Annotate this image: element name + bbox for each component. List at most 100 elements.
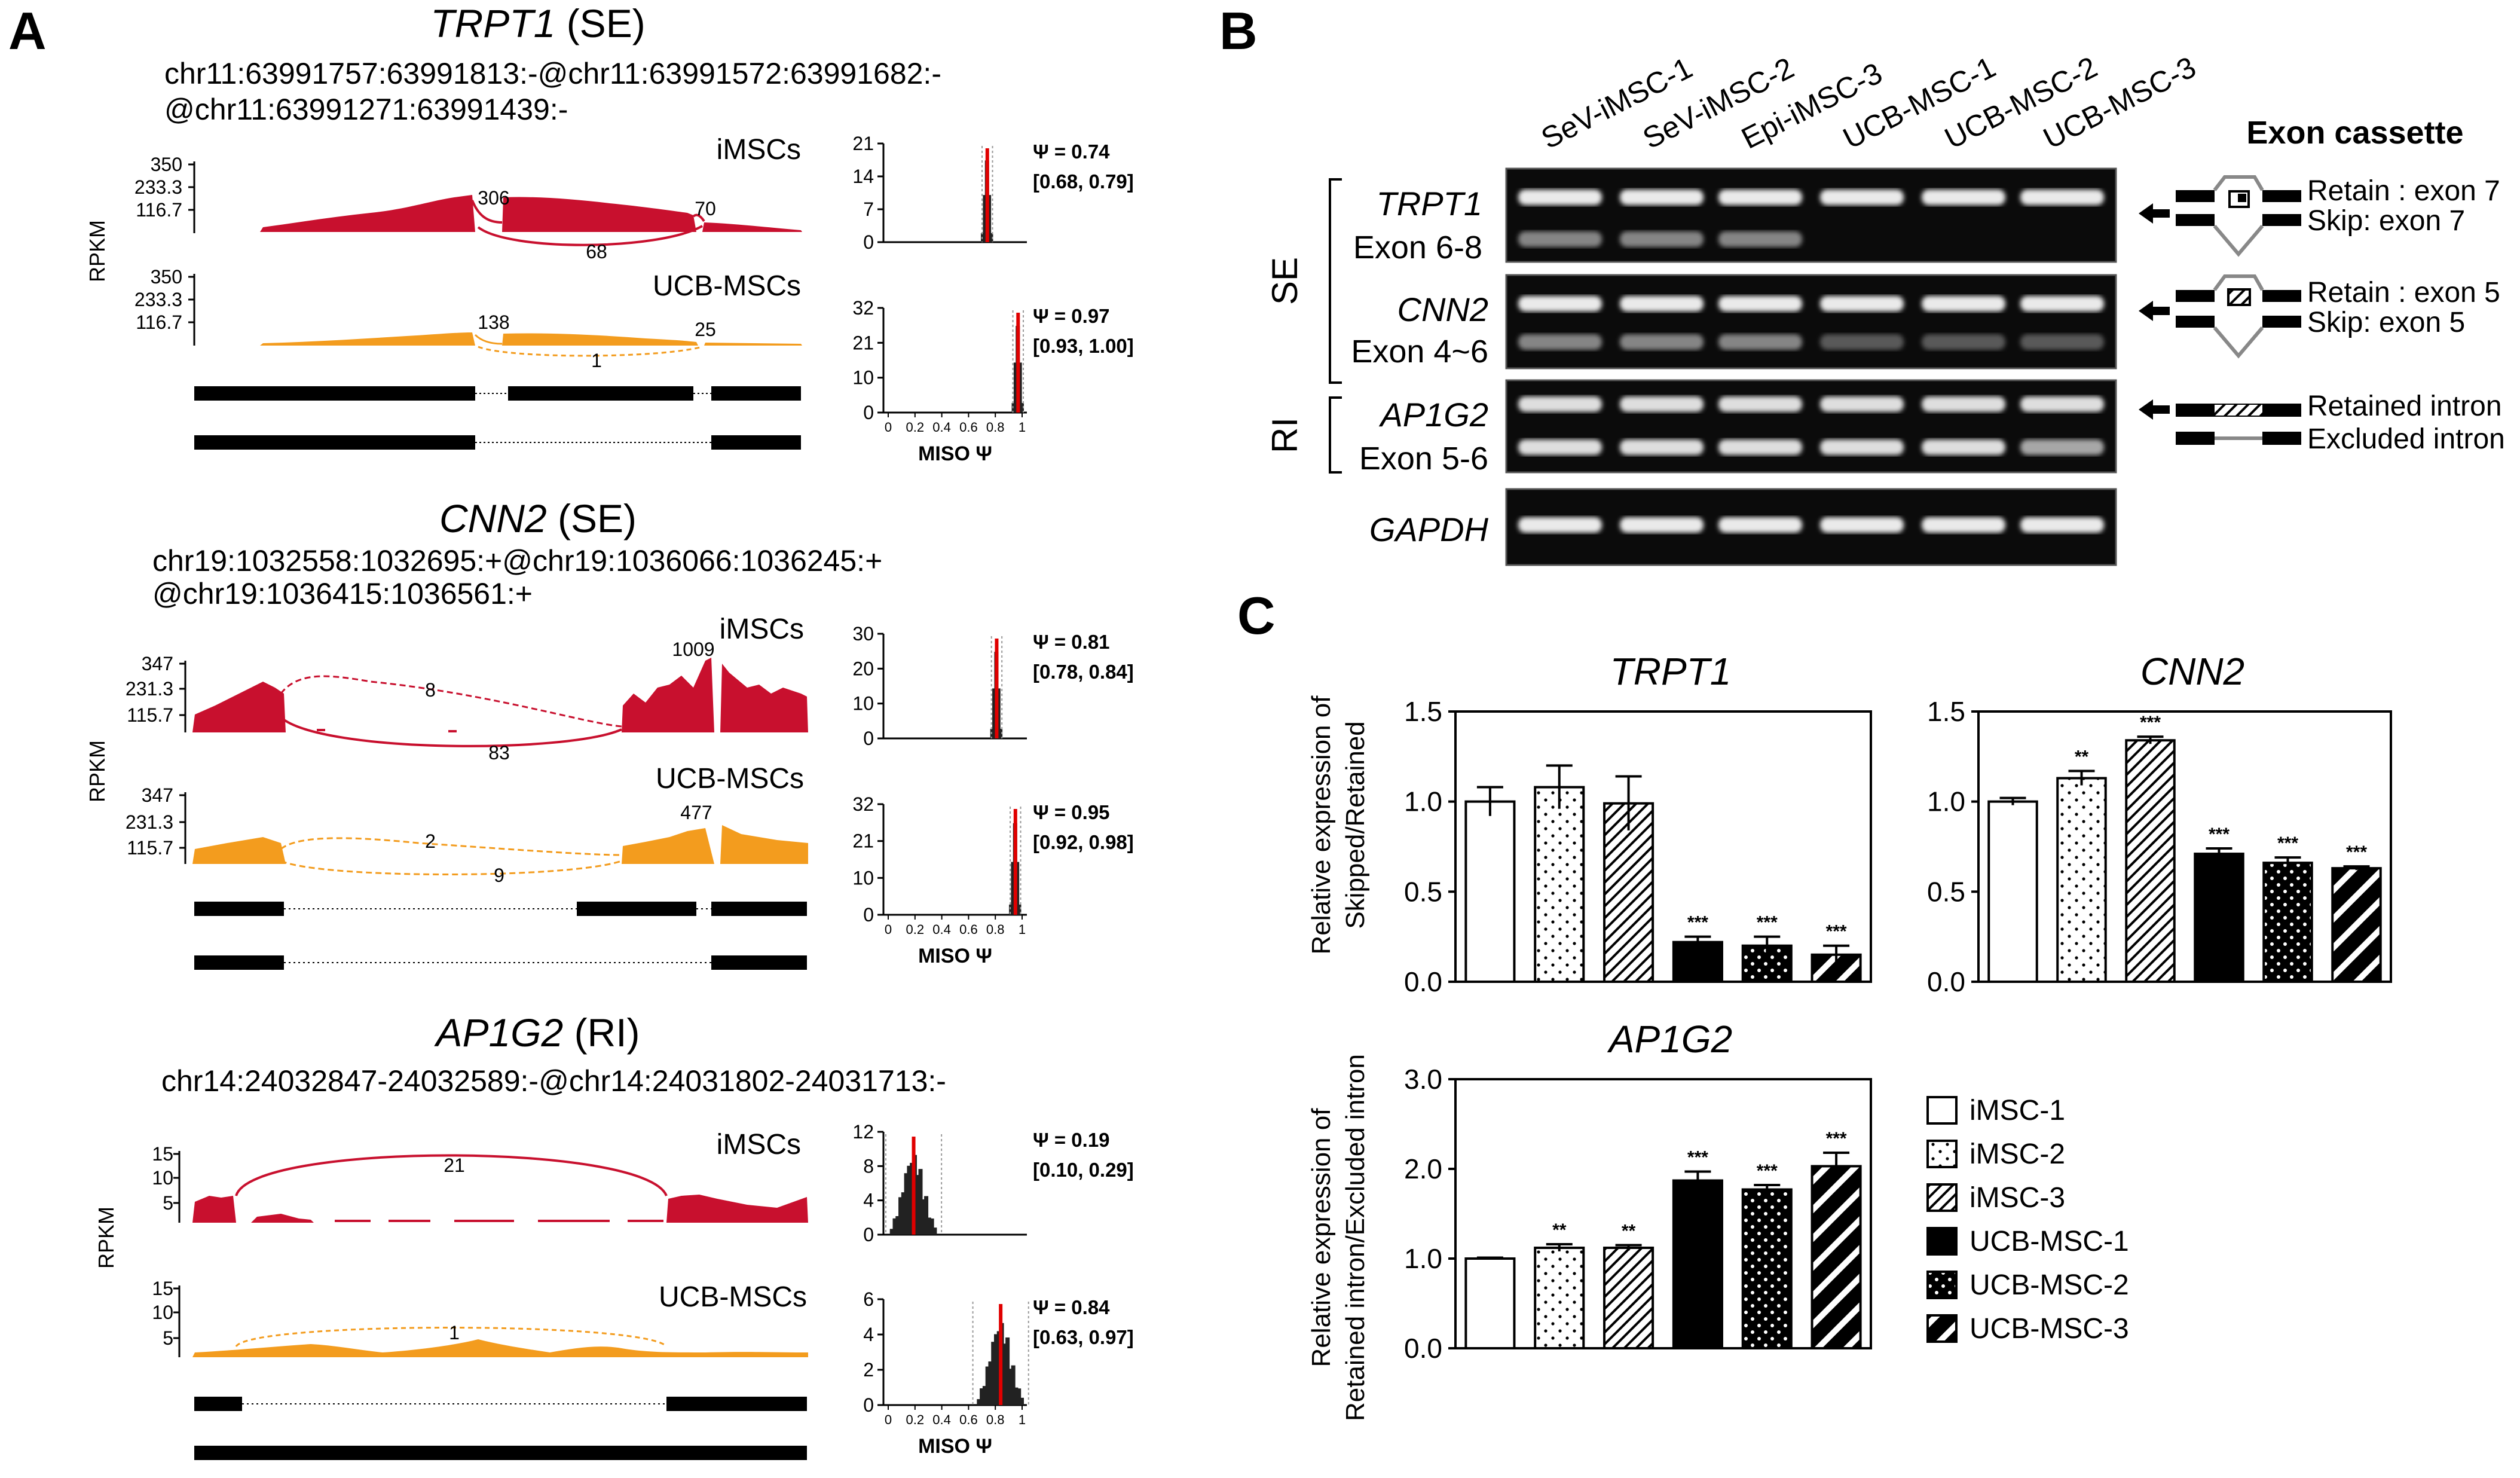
- bar: [1741, 1188, 1793, 1349]
- gel-exon-label: Exon 4~6: [1351, 334, 1488, 370]
- bar: [1603, 802, 1654, 984]
- y-tick: 231.3: [126, 811, 173, 833]
- y-tick-label: 21: [852, 133, 874, 154]
- histogram-bar: [895, 1216, 900, 1235]
- bar: [2056, 777, 2107, 983]
- cassette-label-bottom: Skip: exon 5: [2307, 307, 2465, 338]
- gel-exon-label: Exon 6-8: [1353, 230, 1482, 265]
- y-tick: 233.3: [134, 289, 182, 310]
- y-tick-label: 1.0: [1404, 1243, 1442, 1274]
- histogram-bar: [915, 1175, 920, 1235]
- chart-title: TRPT1: [1610, 650, 1732, 693]
- significance-stars: **: [1552, 1220, 1567, 1240]
- condition-label: iMSCs: [717, 1129, 801, 1161]
- plot-frame: [1454, 1078, 1872, 1349]
- bar: [2194, 853, 2244, 984]
- gel-band: [2020, 190, 2104, 205]
- gel-band: [1518, 190, 1602, 205]
- gel-images: [1505, 167, 2117, 566]
- y-tick: 115.7: [127, 704, 173, 726]
- legend-label: iMSC-2: [1969, 1138, 2065, 1170]
- y-tick: 233.3: [134, 176, 182, 198]
- psi-ci: [0.63, 0.97]: [1033, 1326, 1134, 1348]
- histogram-bar: [932, 1227, 937, 1235]
- ap1g2-imsc-track: 15 10 5 21 iMSCs: [152, 1129, 808, 1223]
- significance-stars: ***: [1687, 1148, 1708, 1168]
- gel-gene-label: CNN2: [1397, 291, 1488, 328]
- panel-c-bar-charts: TRPT1 CNN2 AP1G2 Relative expression of …: [1307, 650, 2392, 1421]
- legend-item: UCB-MSC-1: [1926, 1226, 2129, 1257]
- histogram-bar: [901, 1192, 906, 1235]
- trpt1-isoform-models: [194, 386, 801, 450]
- condition-label: UCB-MSCs: [656, 763, 804, 795]
- gel-image: [1505, 488, 2117, 566]
- gel-band: [1718, 439, 1802, 455]
- gel-band: [2020, 439, 2104, 455]
- gel-band: [1620, 296, 1704, 312]
- y-tick-label: 2: [863, 1359, 874, 1381]
- gel-band: [1518, 517, 1602, 533]
- cnn2-isoform-models: [194, 902, 807, 970]
- trpt1-block-title: TRPT1 (SE) chr11:63991757:63991813:-@chr…: [164, 1, 941, 126]
- legend-swatch: [1926, 1096, 1958, 1125]
- se-bracket: [1329, 178, 1342, 384]
- legend-swatch: [1926, 1140, 1958, 1168]
- gel-band: [1820, 396, 1904, 412]
- histogram-bar: [985, 1366, 990, 1405]
- event-coordinates-line1: chr19:1032558:1032695:+@chr19:1036066:10…: [152, 544, 882, 578]
- histogram-bar: [898, 1197, 903, 1235]
- bar: [1672, 1179, 1723, 1349]
- gel-band: [1718, 231, 1802, 247]
- legend-item: iMSC-1: [1926, 1095, 2065, 1126]
- x-tick-label: 1: [1019, 922, 1026, 937]
- bar: [1603, 1247, 1654, 1349]
- y-tick-label: 6: [863, 1288, 874, 1310]
- psi-value: Ψ = 0.95: [1033, 801, 1110, 823]
- y-tick-label: 21: [852, 332, 874, 353]
- y-tick-label: 4: [863, 1324, 874, 1345]
- legend-swatch: [1926, 1183, 1958, 1212]
- bar: [1672, 940, 1723, 983]
- chart-title: AP1G2: [1607, 1018, 1732, 1061]
- x-tick-label: 1: [1019, 1412, 1026, 1427]
- event-coordinates-line2: @chr11:63991271:63991439:-: [164, 93, 568, 126]
- bar-chart: 0.00.51.01.5******** *** ***: [1927, 696, 2392, 997]
- gel-band: [2020, 517, 2104, 533]
- x-tick-label: 0.2: [906, 1412, 925, 1427]
- y-tick-label: 14: [852, 166, 874, 187]
- y-tick-label: 32: [852, 793, 874, 815]
- bar: [1811, 1165, 1862, 1349]
- miso-histogram: 21 14 7 0 Ψ = 0.74 [0.68, 0.79]: [852, 133, 1133, 253]
- y-tick: 231.3: [126, 678, 173, 700]
- y-tick-label: 0: [863, 402, 874, 423]
- y-tick-label: 1.0: [1927, 786, 1965, 817]
- ap1g2-ucb-track: 15 10 5 1 UCB-MSCs: [152, 1278, 808, 1357]
- histogram-bar: [988, 1361, 993, 1405]
- gel-band: [1518, 439, 1602, 455]
- svg-text:AP1G2 (RI): AP1G2 (RI): [433, 1010, 640, 1055]
- y-tick-label: 0.0: [1404, 966, 1442, 997]
- bar: [1534, 786, 1585, 984]
- psi-value: Ψ = 0.74: [1033, 141, 1110, 163]
- junction-count: 70: [695, 198, 716, 219]
- gel-band: [1922, 439, 2005, 455]
- legend-label: UCB-MSC-1: [1969, 1226, 2129, 1257]
- histogram-bar: [1011, 1365, 1016, 1405]
- cassette-label-top: Retain : exon 5: [2307, 277, 2500, 309]
- x-tick-label: 0: [885, 922, 892, 937]
- gel-band: [1922, 334, 2005, 350]
- y-tick-label: 0.0: [1404, 1333, 1442, 1364]
- gel-band: [1922, 190, 2005, 205]
- y-tick-label: 0.5: [1927, 876, 1965, 907]
- y-tick: 347: [142, 784, 173, 806]
- y-tick-label: 2.0: [1404, 1153, 1442, 1184]
- legend-item: iMSC-2: [1926, 1138, 2065, 1170]
- junction-count: 477: [680, 802, 712, 823]
- gel-band: [1718, 334, 1802, 350]
- x-tick-label: 0.4: [932, 922, 951, 937]
- gel-band: [1718, 190, 1802, 205]
- bar: [2125, 739, 2176, 984]
- y-tick: 116.7: [136, 199, 182, 221]
- gel-image: [1505, 167, 2117, 263]
